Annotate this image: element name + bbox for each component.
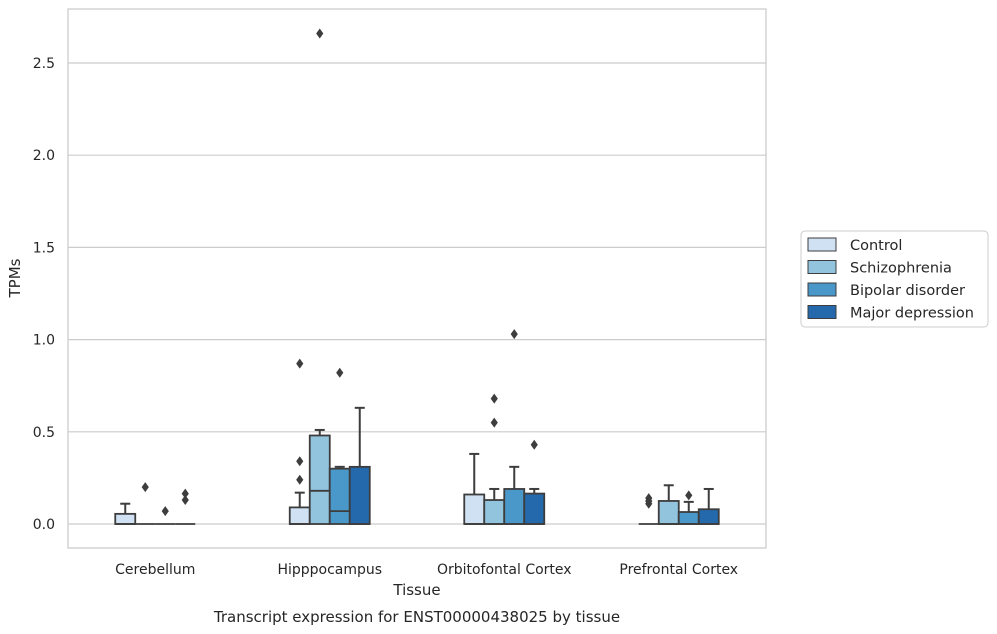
outlier-point bbox=[530, 439, 538, 450]
outlier-point bbox=[181, 495, 189, 506]
box-bipolar-disorder bbox=[677, 490, 700, 525]
x-tick-label: Orbitofontal Cortex bbox=[437, 562, 572, 578]
plot-frame bbox=[67, 8, 767, 549]
y-tick-label: 2.0 bbox=[33, 148, 55, 164]
outlier-point bbox=[490, 417, 498, 428]
legend: Control Schizophrenia Bipolar disorder Majo… bbox=[800, 230, 989, 328]
x-tick-labels: Cerebellum Hipppocampus Orbitofontal Corte… bbox=[115, 562, 738, 578]
box-body bbox=[328, 467, 351, 525]
outlier-point bbox=[510, 329, 518, 340]
outlier-point bbox=[181, 488, 189, 499]
x-tick-label: Cerebellum bbox=[115, 562, 195, 578]
box-body bbox=[523, 492, 546, 525]
legend-frame bbox=[800, 230, 989, 328]
box-body bbox=[308, 434, 331, 525]
legend-swatch bbox=[807, 282, 837, 297]
box-control bbox=[114, 502, 137, 525]
outlier-point bbox=[336, 367, 344, 378]
outlier-point bbox=[316, 28, 324, 39]
box-body bbox=[697, 508, 720, 525]
chart-caption: Transcript expression for ENST0000043802… bbox=[213, 608, 620, 626]
box-schizophrenia bbox=[483, 393, 506, 525]
box-body bbox=[503, 488, 526, 525]
outlier-point bbox=[161, 506, 169, 517]
box-body bbox=[114, 512, 137, 525]
outlier-point bbox=[296, 358, 304, 369]
box-bipolar-disorder bbox=[328, 367, 351, 525]
box-body bbox=[677, 511, 700, 525]
legend-entry: Schizophrenia bbox=[850, 261, 952, 277]
outlier-point bbox=[141, 482, 149, 493]
box-schizophrenia bbox=[135, 482, 156, 525]
box-bipolar-disorder bbox=[155, 506, 176, 525]
outlier-point bbox=[645, 493, 653, 504]
box-marks bbox=[114, 28, 720, 525]
box-major-depression bbox=[175, 488, 196, 525]
box-control bbox=[288, 358, 311, 525]
y-tick-label: 0.0 bbox=[33, 517, 55, 533]
y-tick-label: 1.5 bbox=[33, 240, 55, 256]
outlier-point bbox=[296, 456, 304, 467]
legend-entry: Major depression bbox=[850, 306, 974, 322]
legend-swatch bbox=[807, 237, 837, 252]
box-control bbox=[638, 493, 659, 525]
box-body bbox=[288, 506, 311, 525]
outlier-point bbox=[296, 474, 304, 485]
outlier-point bbox=[685, 490, 693, 501]
y-tick-label: 2.5 bbox=[33, 56, 55, 72]
legend-entry: Bipolar disorder bbox=[850, 283, 965, 299]
box-schizophrenia bbox=[657, 484, 680, 525]
box-schizophrenia bbox=[308, 28, 331, 525]
legend-swatch bbox=[807, 260, 837, 274]
gridlines bbox=[68, 62, 766, 525]
x-tick-label: Hipppocampus bbox=[277, 562, 382, 578]
box-major-depression bbox=[348, 406, 371, 525]
box-control bbox=[463, 452, 486, 525]
y-tick-label: 0.5 bbox=[33, 425, 55, 441]
box-body bbox=[463, 493, 486, 525]
x-axis-label: Tissue bbox=[392, 581, 440, 599]
box-body bbox=[483, 499, 506, 525]
legend-entry: Control bbox=[850, 238, 902, 254]
legend-swatch bbox=[807, 305, 837, 319]
x-tick-label: Prefrontal Cortex bbox=[619, 562, 738, 578]
box-major-depression bbox=[523, 439, 546, 525]
y-tick-label: 1.0 bbox=[33, 333, 55, 349]
y-tick-labels: 0.0 0.5 1.0 1.5 2.0 2.5 bbox=[33, 56, 55, 533]
y-axis-label: TPMs bbox=[6, 258, 24, 298]
box-body bbox=[657, 500, 680, 525]
box-major-depression bbox=[697, 487, 720, 525]
box-body bbox=[348, 465, 371, 525]
box-bipolar-disorder bbox=[503, 329, 526, 525]
outlier-point bbox=[490, 393, 498, 404]
